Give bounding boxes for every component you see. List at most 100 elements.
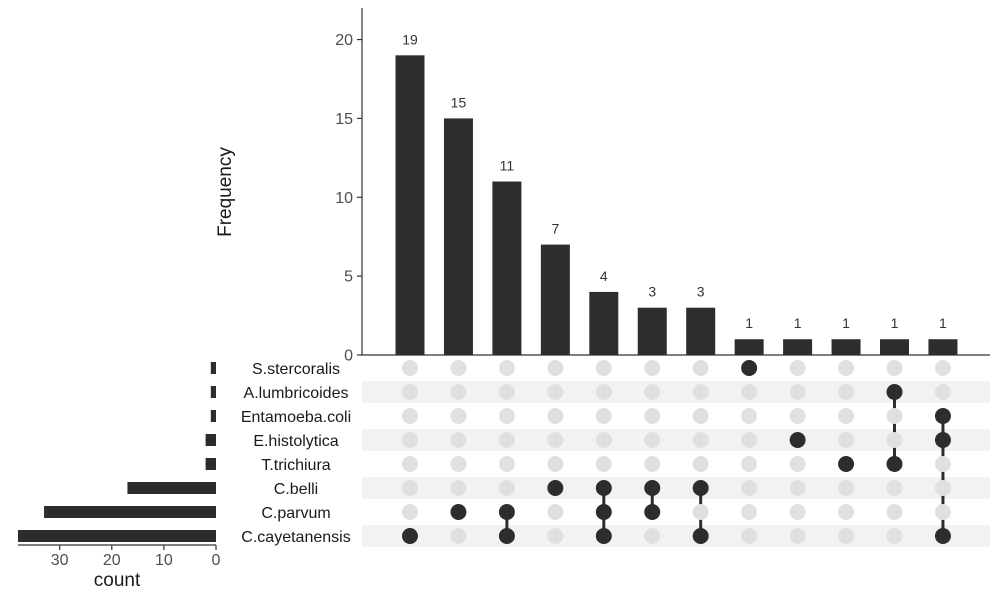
matrix-dot-inactive	[741, 384, 758, 400]
matrix-dot-active	[838, 456, 855, 472]
intersection-bar	[734, 339, 764, 355]
intersection-bar	[686, 307, 716, 355]
matrix-stripe-E.histolytica	[362, 429, 990, 451]
matrix-dot-inactive	[595, 360, 612, 376]
intersection-bars	[395, 55, 958, 356]
matrix-dot-inactive	[547, 384, 564, 400]
matrix-dot-inactive	[402, 480, 418, 496]
matrix-dot-inactive	[498, 480, 515, 496]
matrix-dot-inactive	[547, 432, 564, 448]
set-size-axis-title: count	[94, 570, 141, 591]
set-label: T.trichiura	[261, 457, 330, 474]
matrix-dot-active	[934, 528, 951, 544]
set-label: C.belli	[274, 481, 318, 498]
y-tick-label: 0	[344, 348, 353, 365]
matrix-dot-inactive	[450, 456, 467, 472]
matrix-dot-inactive	[741, 480, 758, 496]
matrix-dot-inactive	[547, 456, 564, 472]
matrix-dot-inactive	[789, 384, 806, 400]
intersection-bar	[831, 339, 861, 355]
matrix-dot-inactive	[692, 384, 709, 400]
matrix-dot-active	[402, 528, 418, 544]
intersection-bar	[637, 307, 667, 355]
set-size-bars	[18, 362, 217, 542]
set-label: Entamoeba.coli	[241, 409, 351, 426]
matrix-dot-active	[692, 480, 709, 496]
y-axis-title: Frequency	[215, 147, 236, 237]
matrix-dot-inactive	[692, 504, 709, 520]
matrix-stripe-A.lumbricoides	[362, 381, 990, 403]
matrix-dot-active	[934, 432, 951, 448]
matrix-dot-inactive	[789, 480, 806, 496]
matrix-dot-inactive	[789, 456, 806, 472]
matrix-dot-active	[886, 456, 903, 472]
matrix-dot-inactive	[886, 480, 903, 496]
matrix-dot-inactive	[450, 432, 467, 448]
matrix-dot-inactive	[838, 360, 855, 376]
matrix-dot-inactive	[789, 504, 806, 520]
matrix-dot-inactive	[934, 384, 951, 400]
intersection-bar-label: 11	[500, 158, 515, 174]
matrix-dot-inactive	[402, 456, 418, 472]
set-label: C.parvum	[261, 505, 330, 522]
matrix-dot-active	[934, 408, 951, 424]
set-size-tick-label: 30	[51, 552, 69, 569]
intersection-bar-label: 4	[600, 268, 608, 284]
set-size-tick-label: 10	[155, 552, 173, 569]
matrix-dot-inactive	[741, 408, 758, 424]
intersection-bar	[880, 339, 909, 355]
matrix-dot-inactive	[498, 360, 515, 376]
matrix-dot-inactive	[692, 456, 709, 472]
set-size-bar	[210, 410, 216, 422]
matrix-dot-inactive	[644, 456, 661, 472]
matrix-dot-active	[547, 480, 564, 496]
matrix-dot-inactive	[498, 432, 515, 448]
matrix-dot-inactive	[402, 408, 418, 424]
set-size-tick-label: 0	[212, 552, 221, 569]
matrix-dot-inactive	[644, 408, 661, 424]
matrix-dot-inactive	[547, 504, 564, 520]
matrix-dot-active	[498, 504, 515, 520]
matrix-dot-active	[741, 360, 758, 376]
intersection-bar-label: 3	[648, 284, 656, 300]
matrix-dot-inactive	[644, 432, 661, 448]
matrix-row-stripes	[362, 381, 990, 547]
matrix-dot-inactive	[934, 504, 951, 520]
matrix-dot-inactive	[789, 528, 806, 544]
matrix-dot-inactive	[402, 384, 418, 400]
matrix-dot-active	[595, 504, 612, 520]
set-label: S.stercoralis	[252, 361, 340, 378]
matrix-dot-inactive	[547, 408, 564, 424]
matrix-dot-inactive	[741, 432, 758, 448]
matrix-dot-inactive	[886, 432, 903, 448]
intersection-bar-label: 1	[842, 315, 850, 331]
matrix-dot-active	[644, 480, 661, 496]
intersection-bar-label: 19	[402, 31, 418, 47]
matrix-dot-inactive	[498, 384, 515, 400]
matrix-dot-inactive	[886, 504, 903, 520]
matrix-dot-inactive	[644, 528, 661, 544]
intersection-bar	[589, 291, 619, 355]
matrix-dot-inactive	[595, 408, 612, 424]
set-label: C.cayetanensis	[241, 529, 350, 546]
set-size-tick-label: 20	[103, 552, 121, 569]
matrix-dot-inactive	[741, 456, 758, 472]
matrix-dot-inactive	[692, 432, 709, 448]
intersection-bar-label: 15	[451, 94, 467, 110]
matrix-dot-active	[595, 480, 612, 496]
intersection-matrix	[402, 360, 951, 544]
intersection-bar	[928, 339, 958, 355]
matrix-dot-inactive	[595, 456, 612, 472]
matrix-dot-inactive	[450, 528, 467, 544]
set-size-bar	[205, 458, 216, 470]
matrix-dot-inactive	[838, 408, 855, 424]
intersection-bar-label: 7	[551, 221, 559, 237]
intersection-bar	[540, 244, 570, 355]
matrix-dot-inactive	[498, 456, 515, 472]
intersection-bar	[492, 181, 522, 355]
matrix-dot-active	[692, 528, 709, 544]
matrix-dot-inactive	[692, 408, 709, 424]
intersection-bar	[443, 118, 473, 355]
matrix-dot-inactive	[741, 504, 758, 520]
